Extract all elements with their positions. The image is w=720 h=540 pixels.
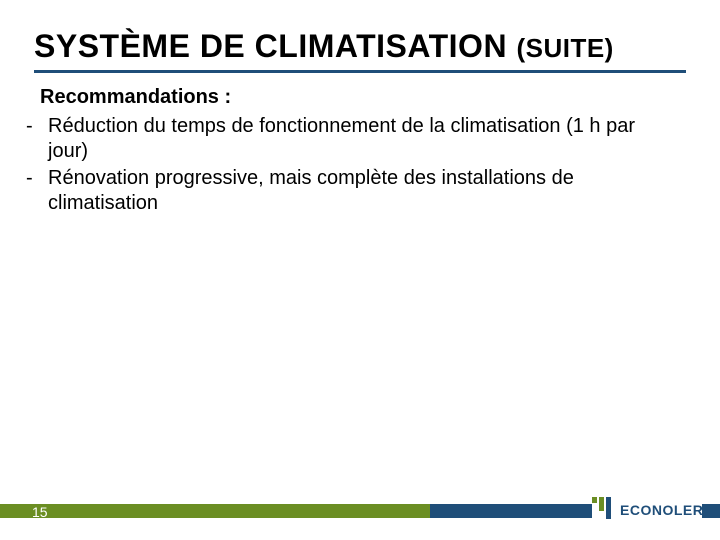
logo-text: ECONOLER: [620, 502, 703, 518]
bullet-dash: -: [26, 114, 48, 164]
bullet-dash: -: [26, 166, 48, 216]
slide: SYSTÈME DE CLIMATISATION (SUITE) Recomma…: [0, 0, 720, 540]
footer-green-segment: [0, 504, 430, 518]
bullet-text: Rénovation progressive, mais complète de…: [48, 166, 680, 216]
slide-title: SYSTÈME DE CLIMATISATION (SUITE): [34, 28, 686, 65]
title-underline: [34, 70, 686, 73]
page-number: 15: [32, 504, 48, 520]
title-suffix-text: (SUITE): [516, 33, 613, 63]
list-item: - Rénovation progressive, mais complète …: [40, 166, 680, 216]
recommendations-list: - Réduction du temps de fonctionnement d…: [40, 114, 680, 216]
list-item: - Réduction du temps de fonctionnement d…: [40, 114, 680, 164]
title-main-text: SYSTÈME DE CLIMATISATION: [34, 28, 516, 64]
econoler-logo: ECONOLER: [592, 488, 702, 532]
recommendations-heading: Recommandations :: [40, 85, 680, 110]
logo-bars-icon: [592, 497, 614, 524]
bullet-text: Réduction du temps de fonctionnement de …: [48, 114, 680, 164]
content-block: Recommandations : - Réduction du temps d…: [40, 85, 680, 218]
